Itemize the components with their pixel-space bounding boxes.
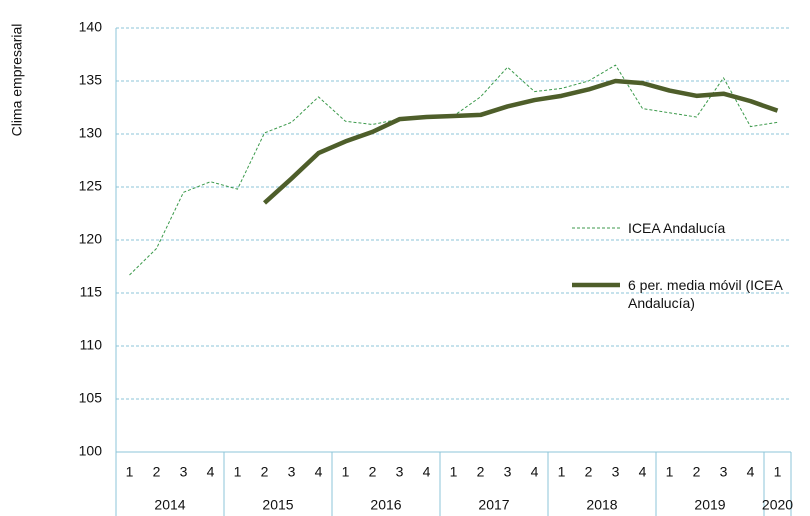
x-tick-label: 3 [612,464,620,480]
x-tick-label: 4 [531,464,539,480]
y-tick-label: 120 [79,231,103,247]
y-tick-label: 100 [79,443,103,459]
x-tick-label: 1 [450,464,458,480]
x-tick-label: 2 [477,464,485,480]
x-tick-label: 4 [639,464,647,480]
y-axis-label: Clima empresarial [9,24,25,137]
x-tick-label: 3 [396,464,404,480]
x-tick-label: 2 [693,464,701,480]
y-tick-label: 135 [79,72,103,88]
series-line [262,78,779,205]
x-tick-label: 2 [153,464,161,480]
x-tick-label: 4 [747,464,755,480]
x-group-label: 2016 [370,497,401,513]
x-tick-label: 3 [288,464,296,480]
y-tick-label: 105 [79,390,103,406]
x-tick-label: 3 [504,464,512,480]
x-group-label: 2014 [154,497,185,513]
x-tick-label: 4 [423,464,431,480]
x-tick-label: 1 [774,464,782,480]
legend-label: ICEA Andalucía [628,220,726,236]
x-group-label: 2019 [694,497,725,513]
series-line [129,64,778,276]
x-tick-label: 4 [207,464,215,480]
x-group-label: 2015 [262,497,293,513]
x-tick-label: 2 [261,464,269,480]
y-tick-label: 140 [79,19,103,35]
y-tick-label: 125 [79,178,103,194]
x-tick-label: 1 [234,464,242,480]
x-tick-label: 1 [126,464,134,480]
legend-label: 6 per. media móvil (ICEA Andalucía) [628,277,783,311]
x-group-label: 2017 [478,497,509,513]
x-tick-label: 1 [342,464,350,480]
x-tick-label: 1 [666,464,674,480]
x-tick-label: 1 [558,464,566,480]
x-group-label: 2020 [762,497,793,513]
x-tick-label: 2 [585,464,593,480]
y-tick-label: 110 [80,337,103,353]
y-tick-label: 130 [79,125,103,141]
y-tick-label: 115 [80,284,103,300]
x-group-label: 2018 [586,497,617,513]
x-tick-label: 2 [369,464,377,480]
x-tick-label: 3 [180,464,188,480]
x-tick-label: 4 [315,464,323,480]
x-tick-label: 3 [720,464,728,480]
